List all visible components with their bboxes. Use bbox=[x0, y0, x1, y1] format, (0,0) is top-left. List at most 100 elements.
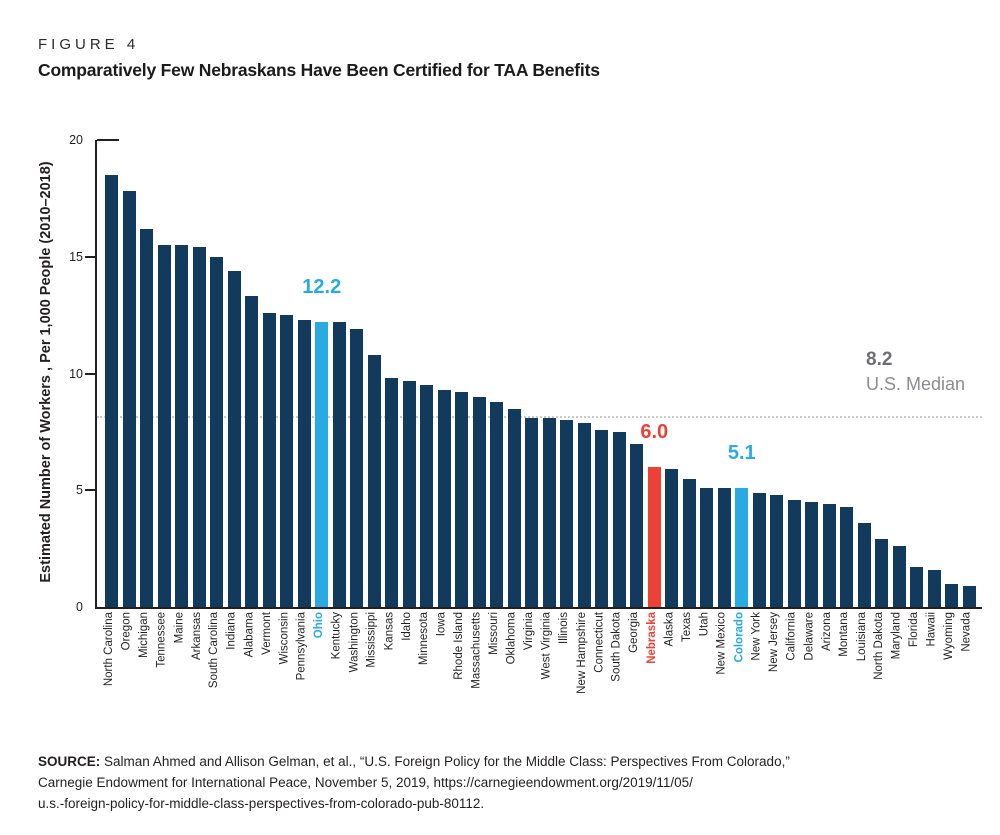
bar bbox=[805, 501, 819, 607]
x-axis-label: Illinois bbox=[558, 612, 571, 644]
x-axis-label: New Mexico bbox=[715, 612, 728, 675]
x-axis-label: New Jersey bbox=[768, 612, 781, 673]
bar bbox=[245, 296, 259, 607]
x-axis-label: Louisiana bbox=[855, 612, 868, 662]
bar bbox=[192, 247, 206, 607]
bar bbox=[735, 487, 749, 607]
x-axis-label: Wyoming bbox=[943, 612, 956, 660]
bar bbox=[787, 499, 801, 607]
bar bbox=[962, 586, 976, 607]
y-tick-label: 10 bbox=[69, 366, 83, 381]
x-axis-label: New York bbox=[750, 612, 763, 661]
bar bbox=[297, 319, 311, 607]
bar bbox=[262, 312, 276, 607]
bar bbox=[892, 546, 906, 607]
median-caption: U.S. Median bbox=[866, 374, 966, 394]
x-axis-label: Georgia bbox=[628, 612, 641, 653]
bar-callout: 5.1 bbox=[727, 441, 756, 464]
x-axis-label: Wisconsin bbox=[278, 612, 291, 665]
y-tick-label: 5 bbox=[76, 483, 83, 498]
x-axis-label: Utah bbox=[698, 612, 711, 637]
x-axis-label: Florida bbox=[908, 612, 921, 648]
bar bbox=[910, 567, 924, 607]
y-tick-mark bbox=[85, 255, 97, 258]
x-axis-label: Tennessee bbox=[155, 612, 168, 668]
bar bbox=[280, 315, 294, 607]
bar bbox=[665, 469, 679, 607]
bar bbox=[437, 389, 451, 607]
bar bbox=[507, 408, 521, 607]
bar bbox=[822, 504, 836, 607]
x-axis-label: Idaho bbox=[400, 612, 413, 641]
bar bbox=[402, 380, 416, 607]
bar bbox=[315, 322, 329, 607]
source-line: u.s.-foreign-policy-for-middle-class-per… bbox=[38, 795, 485, 811]
x-axis-label: Michigan bbox=[138, 612, 151, 659]
x-axis-label: Maine bbox=[173, 612, 186, 644]
x-axis-label: Oklahoma bbox=[505, 612, 518, 665]
x-axis-label: North Dakota bbox=[873, 612, 886, 680]
y-tick-mark bbox=[85, 372, 97, 375]
x-axis-label: Ohio bbox=[313, 612, 326, 639]
x-axis-label: Washington bbox=[348, 612, 361, 673]
bar bbox=[227, 270, 241, 607]
bar bbox=[525, 417, 539, 607]
y-tick-label: 0 bbox=[76, 600, 83, 614]
x-axis-label: South Carolina bbox=[208, 612, 221, 689]
x-axis-label: Montana bbox=[838, 612, 851, 657]
bar bbox=[350, 329, 364, 607]
y-tick-label: 15 bbox=[69, 249, 83, 264]
x-axis-label: Missouri bbox=[488, 612, 501, 655]
x-axis-label: Maryland bbox=[890, 612, 903, 660]
x-axis-label: North Carolina bbox=[103, 612, 116, 687]
bar bbox=[122, 191, 136, 607]
source-line: Carnegie Endowment for International Pea… bbox=[38, 774, 693, 790]
y-tick-label: 20 bbox=[69, 133, 83, 147]
x-axis-label: Vermont bbox=[260, 612, 273, 655]
x-axis-label: Texas bbox=[680, 612, 693, 643]
bar-callout: 12.2 bbox=[302, 276, 342, 299]
x-axis-label: Hawaii bbox=[925, 612, 938, 647]
bar bbox=[647, 466, 661, 607]
x-axis-label: Nebraska bbox=[645, 612, 658, 664]
bar-callout: 6.0 bbox=[640, 420, 669, 443]
page-title: Comparatively Few Nebraskans Have Been C… bbox=[38, 60, 600, 80]
x-axis-label: West Virginia bbox=[540, 612, 553, 680]
bar bbox=[175, 245, 189, 607]
x-axis-label: Kentucky bbox=[330, 612, 343, 660]
x-axis-label: Alabama bbox=[243, 612, 256, 658]
bar bbox=[927, 569, 941, 607]
x-axis-label: Massachusetts bbox=[470, 612, 483, 689]
x-axis-label: California bbox=[785, 612, 798, 661]
bar bbox=[577, 422, 591, 607]
x-axis-label: Rhode Island bbox=[453, 612, 466, 680]
x-axis-label: Iowa bbox=[435, 612, 448, 637]
x-axis-label: Pennsylvania bbox=[295, 612, 308, 681]
bar bbox=[682, 478, 696, 607]
median-value: 8.2 bbox=[866, 349, 893, 370]
y-tick-mark bbox=[97, 139, 119, 141]
x-axis-label: Arizona bbox=[820, 612, 833, 651]
bar bbox=[630, 443, 644, 607]
bar bbox=[542, 417, 556, 607]
source-note: SOURCE: Salman Ahmed and Allison Gelman,… bbox=[38, 751, 790, 814]
bar bbox=[752, 492, 766, 607]
bar bbox=[612, 431, 626, 607]
bar bbox=[560, 420, 574, 607]
bar bbox=[595, 429, 609, 607]
bar bbox=[945, 583, 959, 607]
y-tick-mark bbox=[85, 489, 97, 492]
bar bbox=[105, 175, 119, 607]
bar bbox=[420, 385, 434, 607]
x-axis-label: New Hampshire bbox=[575, 612, 588, 694]
x-axis-label: Minnesota bbox=[418, 612, 431, 666]
bar bbox=[490, 401, 504, 607]
bar bbox=[157, 245, 171, 607]
source-line: SOURCE: Salman Ahmed and Allison Gelman,… bbox=[38, 753, 790, 769]
bar bbox=[700, 487, 714, 607]
bar bbox=[455, 392, 469, 607]
bar bbox=[875, 539, 889, 607]
bar bbox=[840, 506, 854, 607]
bar bbox=[385, 378, 399, 607]
